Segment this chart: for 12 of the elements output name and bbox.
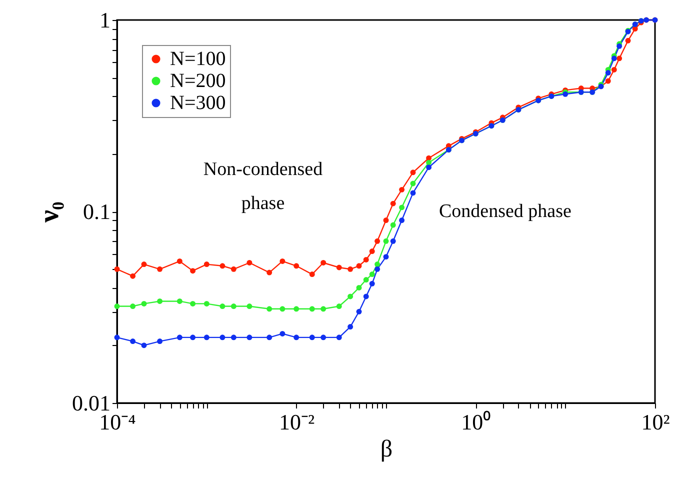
y-tick-label: 1 [100,8,110,32]
legend-label: N=300 [170,92,226,114]
x-axis-title: β [380,436,393,462]
annotation: Non-condensed phase [203,159,324,214]
legend-label: N=100 [170,48,226,70]
y-tick-label: 0.1 [83,199,110,224]
x-tick-label: 10² [641,410,670,434]
legend-label: N=200 [170,70,226,92]
annotation: Condensed phase [439,201,572,222]
x-tick-label: 10⁻² [279,410,316,434]
y-axis-title: ν₀ [34,202,65,224]
x-tick-label: 10⁰ [461,410,492,434]
